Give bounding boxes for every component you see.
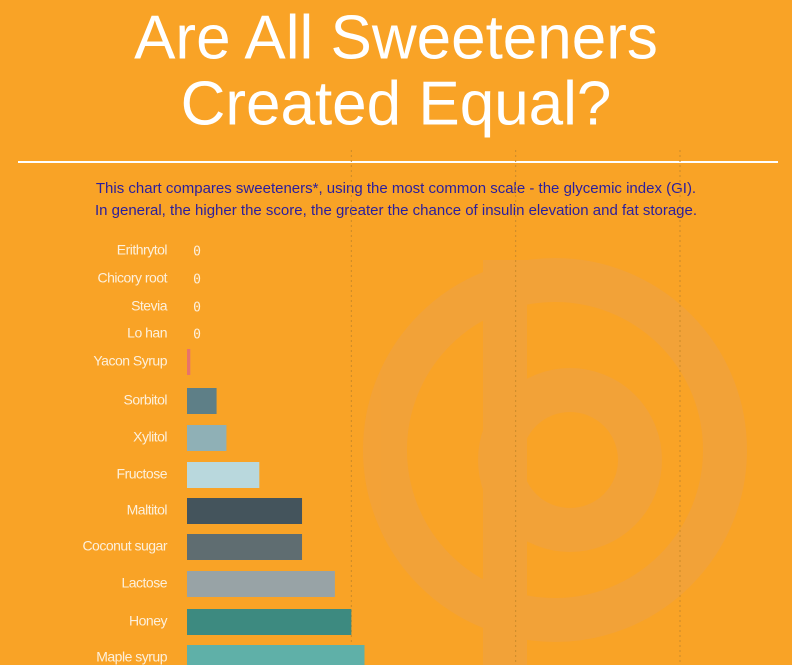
bar bbox=[187, 498, 303, 524]
category-label: Chicory root bbox=[98, 270, 168, 286]
value-label: 0 bbox=[193, 245, 201, 260]
category-label: Stevia bbox=[131, 298, 168, 314]
value-label: 0 bbox=[193, 301, 201, 316]
category-label: Sorbitol bbox=[124, 392, 168, 408]
bar bbox=[187, 425, 227, 451]
subtitle-line: This chart compares sweeteners*, using t… bbox=[96, 180, 696, 197]
category-label: Maple syrup bbox=[96, 649, 167, 665]
value-label: 0 bbox=[193, 328, 201, 343]
subtitle-line: In general, the higher the score, the gr… bbox=[95, 202, 697, 219]
category-label: Honey bbox=[129, 613, 167, 629]
category-label: Maltitol bbox=[127, 502, 168, 518]
category-label: Coconut sugar bbox=[82, 538, 167, 554]
category-label: Xylitol bbox=[133, 429, 167, 445]
watermark-logo bbox=[363, 258, 747, 665]
bar bbox=[187, 571, 335, 597]
category-label: Fructose bbox=[117, 466, 168, 482]
title-line: Are All Sweeteners bbox=[134, 3, 658, 72]
bar bbox=[187, 349, 191, 375]
category-label: Lactose bbox=[121, 575, 167, 591]
title-line: Created Equal? bbox=[181, 69, 612, 138]
bar bbox=[187, 609, 352, 635]
value-label: 0 bbox=[193, 273, 201, 288]
bar bbox=[187, 462, 260, 488]
bar bbox=[187, 645, 365, 665]
category-label: Yacon Syrup bbox=[93, 353, 167, 369]
category-label: Erithrytol bbox=[117, 242, 168, 258]
bar bbox=[187, 388, 217, 414]
category-label: Lo han bbox=[127, 325, 167, 341]
bar bbox=[187, 534, 303, 560]
